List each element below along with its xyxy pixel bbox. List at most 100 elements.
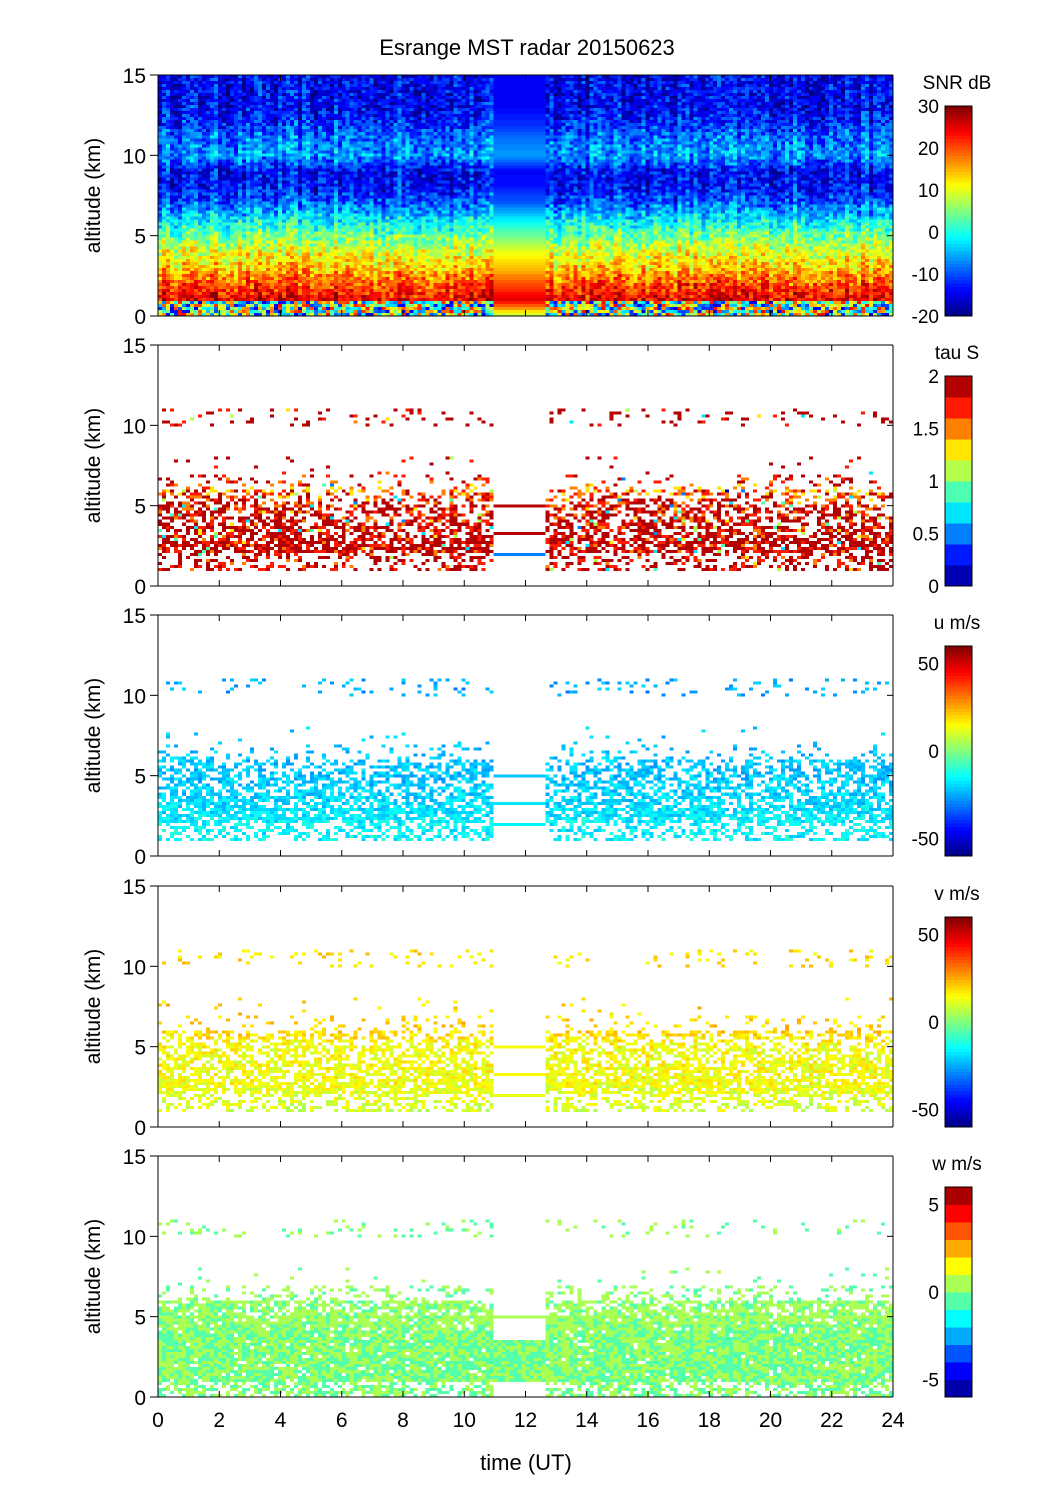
y-tick-label: 0 bbox=[134, 576, 146, 599]
colorbar-swatch bbox=[945, 1005, 972, 1010]
y-axis-label: altitude (km) bbox=[82, 678, 105, 794]
colorbar-swatch bbox=[945, 132, 972, 137]
x-tick-label: 4 bbox=[275, 1409, 287, 1432]
colorbar-swatch bbox=[945, 201, 972, 205]
colorbar-swatch bbox=[945, 829, 972, 834]
x-tick-label: 0 bbox=[152, 1409, 164, 1432]
colorbar-swatch bbox=[945, 721, 972, 726]
colorbar-swatch bbox=[945, 839, 972, 844]
colorbar-swatch bbox=[945, 460, 972, 482]
colorbar-swatch bbox=[945, 286, 972, 291]
colorbar-swatch bbox=[945, 1274, 972, 1293]
y-tick-label: 5 bbox=[134, 1307, 146, 1330]
colorbar-swatch bbox=[945, 1104, 972, 1108]
colorbar-swatch bbox=[945, 800, 972, 804]
colorbar-swatch bbox=[945, 668, 972, 673]
colorbar-swatch bbox=[945, 949, 972, 954]
colorbar-swatch bbox=[945, 1028, 972, 1033]
colorbar-swatch bbox=[945, 135, 972, 140]
colorbar-frame bbox=[944, 375, 973, 587]
y-tick-label: 0 bbox=[134, 1387, 146, 1410]
colorbar-swatch bbox=[945, 1067, 972, 1072]
colorbar-tick-label: -50 bbox=[912, 830, 939, 851]
y-tick-label: 10 bbox=[123, 1226, 146, 1249]
x-tick-label: 24 bbox=[881, 1409, 905, 1432]
colorbar-swatch bbox=[945, 803, 972, 808]
colorbar-tick-label: -20 bbox=[912, 307, 939, 328]
colorbar-swatch bbox=[945, 293, 972, 297]
colorbar-swatch bbox=[945, 1327, 972, 1345]
colorbar-swatch bbox=[945, 728, 972, 732]
colorbar-swatch bbox=[945, 299, 972, 304]
colorbar-swatch bbox=[945, 659, 972, 663]
colorbar-swatch bbox=[945, 675, 972, 680]
y-tick-label: 15 bbox=[123, 65, 146, 88]
colorbar-swatch bbox=[945, 171, 972, 176]
colorbar-swatch bbox=[945, 439, 972, 461]
colorbar-swatch bbox=[945, 1239, 972, 1258]
colorbar-swatch bbox=[945, 312, 972, 317]
colorbar-swatch bbox=[945, 309, 972, 314]
colorbar-swatch bbox=[945, 168, 972, 173]
colorbar-swatch bbox=[945, 682, 972, 686]
colorbar-swatch bbox=[945, 184, 972, 189]
y-tick-label: 0 bbox=[134, 1117, 146, 1140]
colorbar-swatch bbox=[945, 376, 972, 398]
colorbar-swatch bbox=[945, 806, 972, 811]
heatmap-panel-2 bbox=[158, 345, 893, 586]
colorbar-tick-label: 2 bbox=[928, 367, 939, 388]
colorbar-swatch bbox=[945, 649, 972, 654]
colorbar-swatch bbox=[945, 770, 972, 775]
colorbar-swatch bbox=[945, 1061, 972, 1066]
colorbar-swatch bbox=[945, 1081, 972, 1085]
colorbar-swatch bbox=[945, 711, 972, 716]
colorbar-swatch bbox=[945, 1100, 972, 1105]
colorbar-swatch bbox=[945, 1257, 972, 1275]
colorbar-swatch bbox=[945, 1362, 972, 1380]
colorbar-swatch bbox=[945, 142, 972, 146]
colorbar-swatch bbox=[945, 691, 972, 696]
colorbar-swatch bbox=[945, 128, 972, 133]
x-tick-label: 12 bbox=[514, 1409, 537, 1432]
colorbar-swatch bbox=[945, 787, 972, 791]
colorbar-swatch bbox=[945, 936, 972, 941]
y-tick-label: 15 bbox=[123, 1146, 146, 1169]
y-axis-label: altitude (km) bbox=[82, 408, 105, 524]
colorbar-swatch bbox=[945, 982, 972, 987]
colorbar-swatch bbox=[945, 233, 972, 238]
colorbar-swatch bbox=[945, 810, 972, 814]
colorbar-swatch bbox=[945, 266, 972, 271]
colorbar-swatch bbox=[945, 846, 972, 850]
colorbar-swatch bbox=[945, 1344, 972, 1363]
y-tick-label: 10 bbox=[123, 956, 146, 979]
x-tick-label: 6 bbox=[336, 1409, 348, 1432]
colorbar-swatch bbox=[945, 158, 972, 163]
colorbar-swatch bbox=[945, 852, 972, 857]
colorbar-swatch bbox=[945, 1292, 972, 1310]
colorbar-swatch bbox=[945, 296, 972, 301]
colorbar-swatch bbox=[945, 250, 972, 255]
x-tick-label: 8 bbox=[397, 1409, 409, 1432]
colorbar-swatch bbox=[945, 481, 972, 503]
colorbar-swatch bbox=[945, 194, 972, 199]
colorbar-swatch bbox=[945, 1204, 972, 1223]
colorbar-swatch bbox=[945, 849, 972, 854]
colorbar-swatch bbox=[945, 757, 972, 762]
colorbar-swatch bbox=[945, 119, 972, 123]
x-tick-label: 16 bbox=[636, 1409, 659, 1432]
colorbar-tick-label: -5 bbox=[922, 1371, 939, 1392]
colorbar-swatch bbox=[945, 191, 972, 196]
colorbar-swatch bbox=[945, 1051, 972, 1056]
colorbar-swatch bbox=[945, 923, 972, 928]
x-tick-label: 10 bbox=[453, 1409, 476, 1432]
colorbar-swatch bbox=[945, 976, 972, 980]
colorbar-tick-label: 50 bbox=[918, 926, 939, 947]
colorbar-swatch bbox=[945, 1054, 972, 1059]
colorbar-swatch bbox=[945, 737, 972, 742]
colorbar-swatch bbox=[945, 256, 972, 261]
colorbar-swatch bbox=[945, 989, 972, 993]
colorbar-swatch bbox=[945, 842, 972, 847]
colorbar-swatch bbox=[945, 1041, 972, 1046]
colorbar-swatch bbox=[945, 688, 972, 693]
